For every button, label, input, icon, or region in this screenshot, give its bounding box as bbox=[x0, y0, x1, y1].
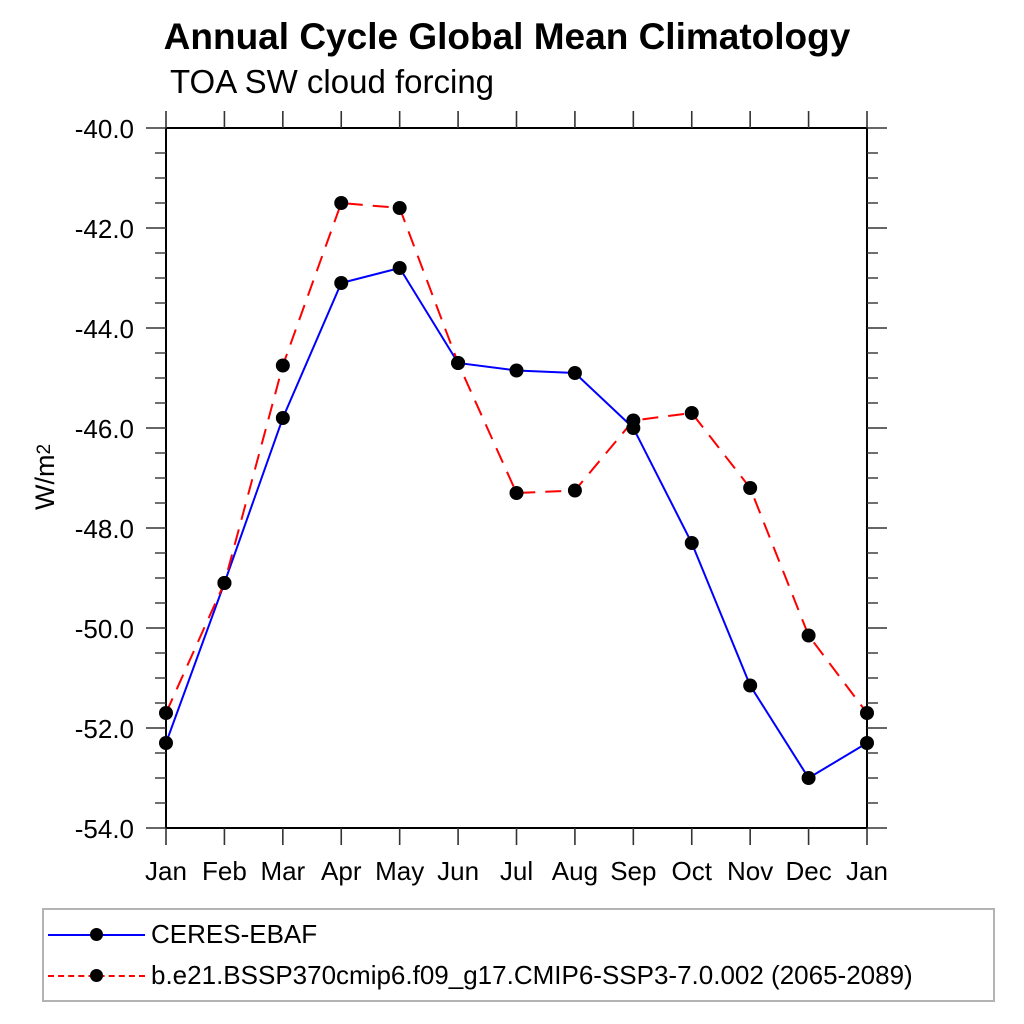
legend-label-model: b.e21.BSSP370cmip6.f09_g17.CMIP6-SSP3-7.… bbox=[151, 960, 913, 990]
series-line-model bbox=[165, 201, 868, 714]
legend-label-ceres-ebaf: CERES-EBAF bbox=[151, 919, 318, 949]
data-point-marker-model bbox=[451, 356, 466, 370]
x-tick-label: Sep bbox=[610, 856, 656, 886]
legend-sample-model bbox=[48, 968, 145, 983]
x-tick-label: Jul bbox=[500, 856, 533, 886]
data-point-marker-model bbox=[860, 706, 874, 720]
legend-sample-ceres-ebaf bbox=[48, 927, 145, 942]
data-point-marker-ceres-ebaf bbox=[801, 771, 816, 785]
data-point-marker-model bbox=[567, 483, 582, 498]
y-tick-label: -40.0 bbox=[75, 114, 134, 144]
legend-item-ceres-ebaf: CERES-EBAF bbox=[48, 914, 993, 955]
y-tick-label: -44.0 bbox=[75, 314, 134, 344]
y-tick-label: -48.0 bbox=[75, 514, 134, 544]
y-tick-label: -50.0 bbox=[75, 614, 134, 644]
chart-title: Annual Cycle Global Mean Climatology bbox=[163, 16, 851, 57]
y-tick-label: -52.0 bbox=[75, 714, 134, 744]
data-point-marker-model bbox=[275, 358, 290, 373]
data-point-marker-ceres-ebaf bbox=[392, 261, 407, 275]
y-tick-label: -46.0 bbox=[75, 414, 134, 444]
data-point-marker-model bbox=[392, 201, 407, 215]
series-line-ceres-ebaf bbox=[165, 266, 868, 780]
data-point-marker-model bbox=[684, 406, 699, 420]
x-tick-label: Nov bbox=[727, 856, 773, 886]
x-tick-label: Dec bbox=[785, 856, 831, 886]
x-tick-label: May bbox=[375, 856, 424, 886]
x-tick-label: Jan bbox=[145, 856, 187, 886]
data-point-marker-model bbox=[509, 486, 524, 500]
data-point-marker-model bbox=[334, 196, 349, 210]
data-point-marker-model bbox=[801, 628, 816, 643]
data-point-marker-model bbox=[217, 576, 232, 590]
legend-marker-icon bbox=[90, 927, 103, 941]
plot-frame bbox=[165, 127, 868, 829]
data-point-marker-ceres-ebaf bbox=[860, 736, 874, 750]
legend-item-model: b.e21.BSSP370cmip6.f09_g17.CMIP6-SSP3-7.… bbox=[48, 955, 993, 996]
legend-marker-icon bbox=[90, 968, 103, 982]
data-point-marker-ceres-ebaf bbox=[743, 678, 758, 693]
chart-subtitle: TOA SW cloud forcing bbox=[170, 63, 495, 100]
data-point-marker-model bbox=[743, 481, 758, 495]
x-tick-label: Feb bbox=[202, 856, 247, 886]
data-point-marker-ceres-ebaf bbox=[684, 536, 699, 550]
data-point-marker-model bbox=[159, 706, 173, 720]
x-tick-label: Jan bbox=[846, 856, 888, 886]
y-tick-label: -42.0 bbox=[75, 214, 134, 244]
x-tick-label: Oct bbox=[672, 856, 713, 886]
y-tick-label: -54.0 bbox=[75, 814, 134, 844]
x-tick-label: Apr bbox=[321, 856, 362, 886]
data-point-marker-ceres-ebaf bbox=[509, 363, 524, 378]
x-tick-label: Mar bbox=[260, 856, 305, 886]
data-point-marker-ceres-ebaf bbox=[567, 366, 582, 380]
data-point-marker-ceres-ebaf bbox=[275, 411, 290, 425]
x-tick-label: Aug bbox=[552, 856, 598, 886]
legend: CERES-EBAF b.e21.BSSP370cmip6.f09_g17.CM… bbox=[42, 908, 995, 1002]
data-point-marker-model bbox=[626, 413, 641, 428]
x-tick-label: Jun bbox=[437, 856, 479, 886]
data-point-marker-ceres-ebaf bbox=[159, 736, 173, 750]
data-point-marker-ceres-ebaf bbox=[334, 276, 349, 290]
